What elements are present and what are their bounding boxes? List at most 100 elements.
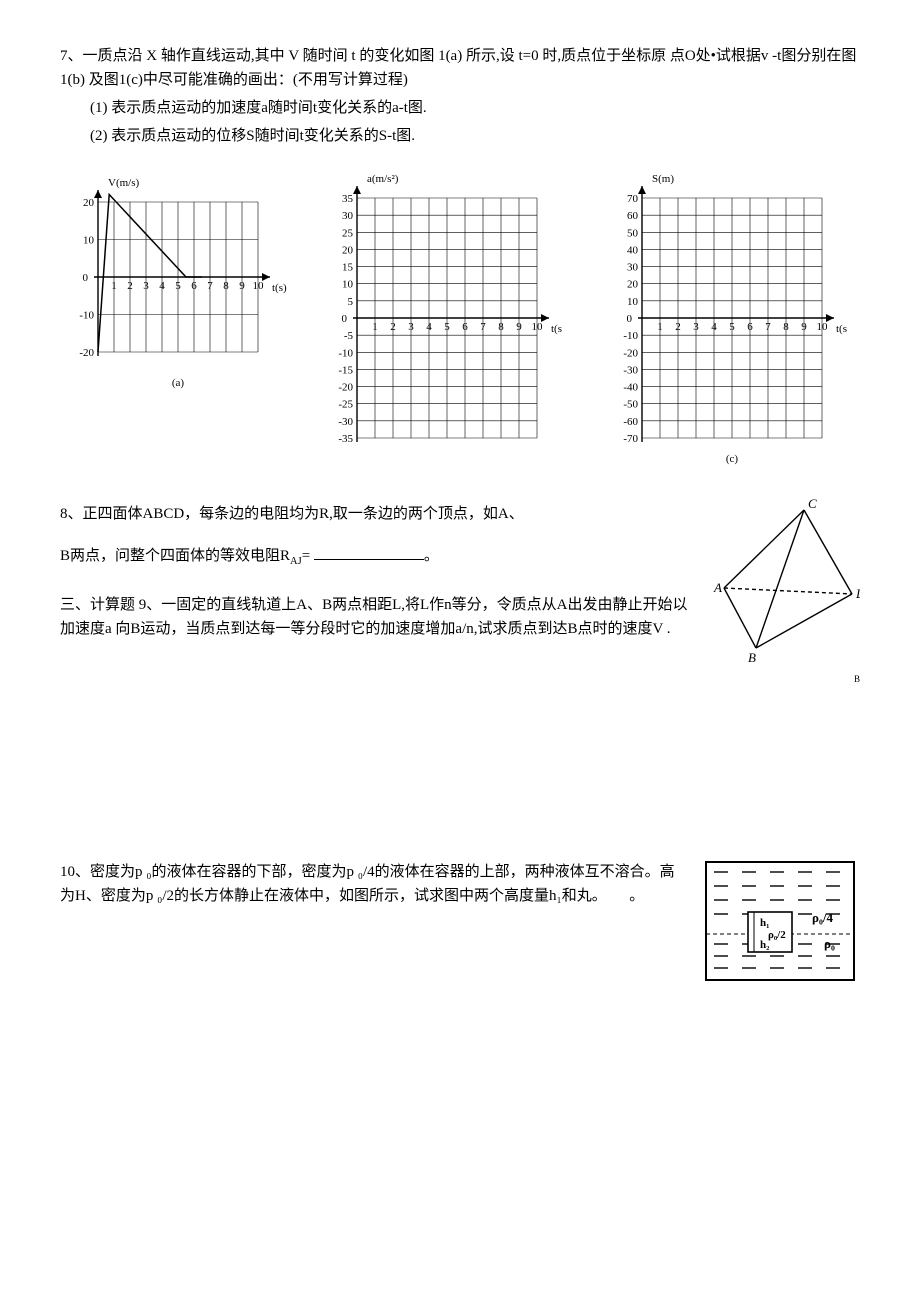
q7-sub2: (2) 表示质点运动的位移S随时间t变化关系的S-t图. <box>60 124 860 148</box>
svg-text:t(s: t(s <box>551 323 562 335</box>
svg-text:(a): (a) <box>172 377 185 389</box>
svg-text:5: 5 <box>348 296 354 308</box>
svg-text:3: 3 <box>693 321 699 333</box>
svg-text:0: 0 <box>83 272 89 284</box>
tet-sub-label: B <box>710 672 860 686</box>
svg-text:3: 3 <box>408 321 414 333</box>
svg-text:8: 8 <box>783 321 789 333</box>
svg-text:1: 1 <box>372 321 378 333</box>
svg-text:1: 1 <box>657 321 663 333</box>
svg-text:60: 60 <box>627 210 639 222</box>
svg-text:-20: -20 <box>623 347 638 359</box>
svg-text:10: 10 <box>253 280 265 292</box>
svg-text:-30: -30 <box>338 416 353 428</box>
svg-text:h₁: h₁ <box>760 917 769 929</box>
svg-text:A: A <box>713 580 722 595</box>
svg-text:40: 40 <box>627 244 639 256</box>
svg-text:9: 9 <box>801 321 807 333</box>
svg-text:10: 10 <box>817 321 829 333</box>
svg-text:-15: -15 <box>338 364 353 376</box>
chart-c: 123456789 10 -70 -60 -50 -40 -30 -20 -10 10 20 30 40… <box>600 168 860 468</box>
svg-text:6: 6 <box>747 321 753 333</box>
svg-text:35: 35 <box>342 193 354 205</box>
svg-text:30: 30 <box>342 210 354 222</box>
svg-text:-30: -30 <box>623 364 638 376</box>
svg-text:a(m/s²): a(m/s²) <box>367 173 399 185</box>
svg-text:30: 30 <box>627 262 639 274</box>
q8-blank <box>314 544 424 560</box>
svg-text:6: 6 <box>191 280 197 292</box>
svg-text:C: C <box>808 498 817 511</box>
svg-text:5: 5 <box>729 321 735 333</box>
svg-text:20: 20 <box>83 197 95 209</box>
svg-text:10: 10 <box>532 321 544 333</box>
q10-row: 10、密度为p ₀的液体在容器的下部，密度为p ₀/4的液体在容器的上部，两种液… <box>60 856 860 986</box>
q8-eq: = <box>302 548 314 564</box>
svg-text:4: 4 <box>426 321 432 333</box>
svg-text:ρ₀: ρ₀ <box>824 936 835 951</box>
chart-b: 12345678910-35-30-25-20-15-10-5510152025… <box>315 168 575 468</box>
svg-text:8: 8 <box>223 280 229 292</box>
svg-text:-10: -10 <box>623 330 638 342</box>
q7-sub1: (1) 表示质点运动的加速度a随时间t变化关系的a-t图. <box>60 96 860 120</box>
svg-text:5: 5 <box>175 280 181 292</box>
svg-text:t(s): t(s) <box>272 282 287 294</box>
svg-text:8: 8 <box>498 321 504 333</box>
svg-text:50: 50 <box>627 227 639 239</box>
q8-line2-prefix: B两点，问整个四面体的等效电阻R <box>60 548 290 564</box>
svg-text:2: 2 <box>127 280 133 292</box>
q10-text: 10、密度为p ₀的液体在容器的下部，密度为p ₀/4的液体在容器的上部，两种液… <box>60 860 680 908</box>
svg-text:10: 10 <box>627 296 639 308</box>
q8-row: 8、正四面体ABCD，每条边的电阻均为R,取一条边的两个顶点，如A、 B两点，问… <box>60 498 860 686</box>
svg-text:-60: -60 <box>623 416 638 428</box>
charts-row: 12345678910-20-1010200V(m/s)t(s)(a) 1234… <box>60 168 860 468</box>
svg-text:0: 0 <box>627 313 633 325</box>
svg-text:-10: -10 <box>338 347 353 359</box>
svg-text:2: 2 <box>390 321 396 333</box>
svg-text:-25: -25 <box>338 399 353 411</box>
svg-text:9: 9 <box>239 280 245 292</box>
svg-text:-40: -40 <box>623 382 638 394</box>
svg-text:9: 9 <box>516 321 522 333</box>
svg-text:1: 1 <box>111 280 117 292</box>
svg-text:S(m): S(m) <box>652 173 674 185</box>
svg-text:D: D <box>855 586 860 601</box>
container-figure: h₁h₂ρ₀/2ρ₀/4ρ₀ <box>700 856 860 986</box>
tetrahedron-figure: A B C D B <box>710 498 860 686</box>
svg-text:0: 0 <box>342 313 348 325</box>
svg-text:2: 2 <box>675 321 681 333</box>
svg-text:7: 7 <box>207 280 213 292</box>
svg-text:20: 20 <box>342 244 354 256</box>
svg-text:10: 10 <box>342 279 354 291</box>
svg-text:4: 4 <box>711 321 717 333</box>
svg-text:10: 10 <box>83 235 95 247</box>
svg-text:20: 20 <box>627 279 639 291</box>
svg-text:-35: -35 <box>338 433 353 445</box>
svg-text:-70: -70 <box>623 433 638 445</box>
q8-line2: B两点，问整个四面体的等效电阻RAJ= 。 <box>60 544 690 571</box>
svg-text:7: 7 <box>765 321 771 333</box>
svg-text:-50: -50 <box>623 399 638 411</box>
svg-text:5: 5 <box>444 321 450 333</box>
q8-line1: 8、正四面体ABCD，每条边的电阻均为R,取一条边的两个顶点，如A、 <box>60 502 690 526</box>
svg-text:3: 3 <box>143 280 149 292</box>
q9-text: 三、计算题 9、一固定的直线轨道上A、B两点相距L,将L作n等分，令质点从A出发… <box>60 593 690 641</box>
svg-text:-10: -10 <box>79 310 94 322</box>
svg-text:6: 6 <box>462 321 468 333</box>
svg-text:4: 4 <box>159 280 165 292</box>
chart-a: 123456789 10 -20 -10 10 20 0 V(m/s) t(s) (a) <box>60 168 290 468</box>
svg-text:ρ₀/4: ρ₀/4 <box>812 910 833 925</box>
svg-text:7: 7 <box>480 321 486 333</box>
svg-text:ρ₀/2: ρ₀/2 <box>768 929 786 941</box>
svg-text:V(m/s): V(m/s) <box>108 177 140 189</box>
svg-text:t(s: t(s <box>836 323 847 335</box>
svg-text:B: B <box>748 650 756 665</box>
q7-prompt: 7、一质点沿 X 轴作直线运动,其中 V 随时间 t 的变化如图 1(a) 所示… <box>60 44 860 92</box>
svg-text:-5: -5 <box>344 330 354 342</box>
svg-text:15: 15 <box>342 262 354 274</box>
q8-end: 。 <box>424 548 439 564</box>
svg-text:70: 70 <box>627 193 639 205</box>
svg-text:-20: -20 <box>79 347 94 359</box>
svg-text:25: 25 <box>342 227 354 239</box>
q8-sub: AJ <box>290 556 302 567</box>
